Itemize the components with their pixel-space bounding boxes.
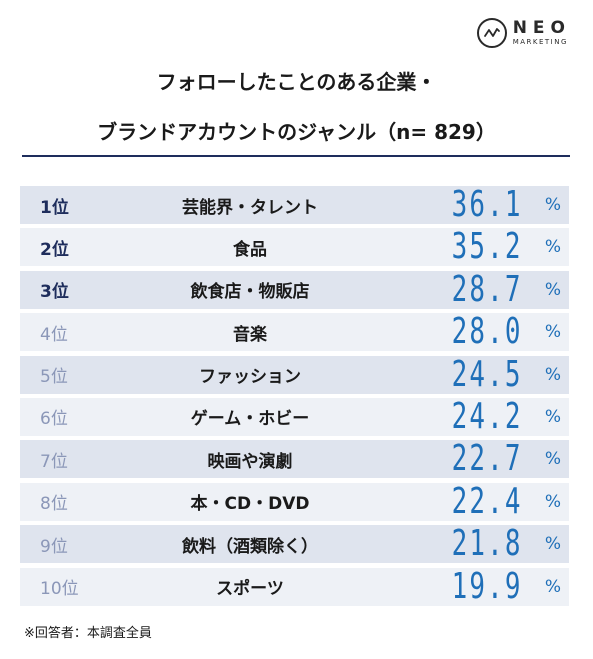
category-label: 食品: [233, 239, 267, 260]
category-label: 飲食店・物販店: [190, 282, 310, 303]
table-row: 8位 本・CD・DVD 22.4%: [20, 480, 569, 522]
category-label: 飲料（酒類除く）: [182, 536, 318, 557]
chart-title-line2: ブランドアカウントのジャンル（n= 829）: [97, 120, 496, 144]
table-row: 10位 スポーツ 19.9%: [20, 565, 569, 607]
table-row: 9位 飲料（酒類除く） 21.8%: [20, 523, 569, 565]
chart-title-line1: フォローしたことのある企業・: [156, 70, 437, 94]
rank-label: 4位: [40, 324, 68, 345]
category-label: 音楽: [233, 324, 267, 345]
rank-label: 10位: [40, 579, 79, 600]
unit-label: %: [544, 322, 561, 343]
rank-label: 6位: [40, 409, 68, 430]
ranking-table: 1位 芸能界・タレント 36.1% 2位 食品 35.2% 3位 飲食店・物販店 28.7% 4位…: [20, 184, 569, 610]
value-label: 22.4: [451, 480, 523, 522]
neo-marketing-logo: NEO MARKETING: [476, 18, 571, 48]
footnote: ※回答者：本調査全員: [24, 626, 152, 641]
unit-label: %: [544, 279, 561, 300]
unit-label: %: [544, 491, 561, 512]
rank-label: 3位: [40, 282, 69, 303]
value-label: 24.5: [451, 353, 523, 395]
value-label: 28.7: [451, 268, 523, 310]
unit-label: %: [544, 576, 561, 597]
table-row: 3位 飲食店・物販店 28.7%: [20, 268, 569, 310]
logo-sub: MARKETING: [512, 38, 568, 46]
logo-name: NEO: [512, 18, 571, 38]
category-label: 芸能界・タレント: [182, 197, 318, 218]
rank-label: 1位: [40, 197, 69, 218]
unit-label: %: [544, 237, 561, 258]
table-row: 4位 音楽 28.0%: [20, 311, 569, 353]
unit-label: %: [544, 195, 561, 215]
value-label: 36.1: [451, 184, 523, 225]
table-row: 5位 ファッション 24.5%: [20, 353, 569, 395]
rank-label: 8位: [40, 494, 68, 515]
category-label: 本・CD・DVD: [190, 494, 310, 515]
rank-label: 2位: [40, 239, 69, 260]
rank-label: 5位: [40, 367, 68, 388]
table-row: 1位 芸能界・タレント 36.1%: [20, 184, 569, 225]
value-label: 21.8: [451, 523, 523, 565]
unit-label: %: [544, 406, 561, 427]
table-row: 2位 食品 35.2%: [20, 226, 569, 268]
value-label: 22.7: [451, 438, 523, 480]
unit-label: %: [544, 449, 561, 470]
rank-label: 9位: [40, 536, 68, 557]
category-label: ゲーム・ホビー: [190, 409, 310, 430]
value-label: 35.2: [451, 226, 523, 268]
logo-wave-icon: [476, 18, 507, 48]
unit-label: %: [544, 364, 561, 385]
category-label: ファッション: [199, 367, 301, 388]
title-divider: [22, 155, 570, 157]
rank-label: 7位: [40, 451, 68, 472]
value-label: 28.0: [451, 311, 523, 353]
value-label: 19.9: [451, 565, 523, 607]
table-row: 7位 映画や演劇 22.7%: [20, 438, 569, 480]
table-row: 6位 ゲーム・ホビー 24.2%: [20, 395, 569, 437]
category-label: スポーツ: [216, 579, 284, 600]
value-label: 24.2: [451, 395, 523, 437]
category-label: 映画や演劇: [207, 451, 293, 472]
unit-label: %: [544, 534, 561, 555]
